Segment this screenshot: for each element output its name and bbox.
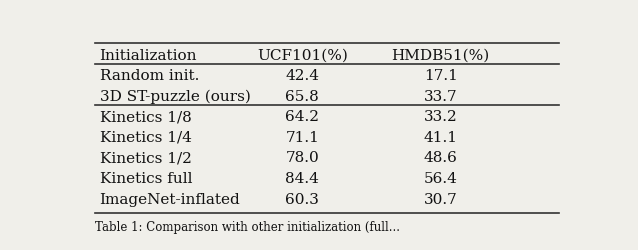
Text: Table 1: Comparison with other initialization (full...: Table 1: Comparison with other initializ… — [94, 221, 399, 234]
Text: 71.1: 71.1 — [285, 131, 319, 145]
Text: 3D ST-puzzle (ours): 3D ST-puzzle (ours) — [100, 90, 250, 104]
Text: 30.7: 30.7 — [424, 192, 457, 206]
Text: Initialization: Initialization — [100, 49, 197, 63]
Text: 78.0: 78.0 — [285, 152, 319, 166]
Text: UCF101(%): UCF101(%) — [257, 49, 348, 63]
Text: 65.8: 65.8 — [285, 90, 319, 104]
Text: 64.2: 64.2 — [285, 110, 319, 124]
Text: Random init.: Random init. — [100, 69, 199, 83]
Text: 84.4: 84.4 — [285, 172, 319, 186]
Text: 33.2: 33.2 — [424, 110, 457, 124]
Text: 42.4: 42.4 — [285, 69, 319, 83]
Text: HMDB51(%): HMDB51(%) — [392, 49, 490, 63]
Text: Kinetics 1/4: Kinetics 1/4 — [100, 131, 191, 145]
Text: Kinetics 1/8: Kinetics 1/8 — [100, 110, 191, 124]
Text: Kinetics 1/2: Kinetics 1/2 — [100, 152, 191, 166]
Text: Kinetics full: Kinetics full — [100, 172, 192, 186]
Text: 33.7: 33.7 — [424, 90, 457, 104]
Text: 60.3: 60.3 — [285, 192, 319, 206]
Text: 56.4: 56.4 — [424, 172, 457, 186]
Text: ImageNet-inflated: ImageNet-inflated — [100, 192, 241, 206]
Text: 41.1: 41.1 — [424, 131, 457, 145]
Text: 17.1: 17.1 — [424, 69, 457, 83]
Text: 48.6: 48.6 — [424, 152, 457, 166]
